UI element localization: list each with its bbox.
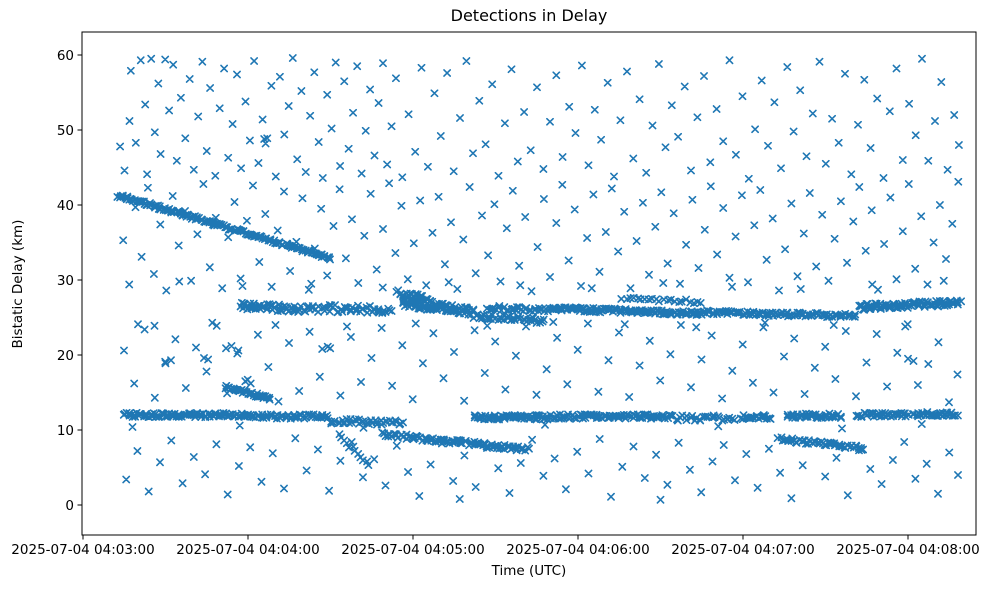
x-tick-label: 2025-07-04 04:07:00 bbox=[671, 542, 814, 558]
x-tick-label: 2025-07-04 04:08:00 bbox=[836, 542, 979, 558]
x-tick-label: 2025-07-04 04:04:00 bbox=[176, 542, 319, 558]
y-tick-label: 30 bbox=[57, 273, 74, 289]
y-tick-label: 10 bbox=[57, 423, 74, 439]
y-tick-label: 20 bbox=[57, 348, 74, 364]
y-tick-label: 60 bbox=[57, 48, 74, 64]
x-tick-label: 2025-07-04 04:06:00 bbox=[506, 542, 649, 558]
scatter-points bbox=[113, 54, 965, 504]
axes-frame bbox=[81, 31, 977, 536]
x-tick-label: 2025-07-04 04:05:00 bbox=[341, 542, 484, 558]
x-tick-label: 2025-07-04 04:03:00 bbox=[11, 542, 154, 558]
chart-title: Detections in Delay bbox=[450, 6, 608, 25]
y-tick-label: 40 bbox=[57, 198, 74, 214]
x-axis-label: Time (UTC) bbox=[491, 563, 567, 579]
y-tick-label: 50 bbox=[57, 123, 74, 139]
y-tick-label: 0 bbox=[65, 498, 74, 514]
y-axis-label: Bistatic Delay (km) bbox=[10, 219, 26, 349]
